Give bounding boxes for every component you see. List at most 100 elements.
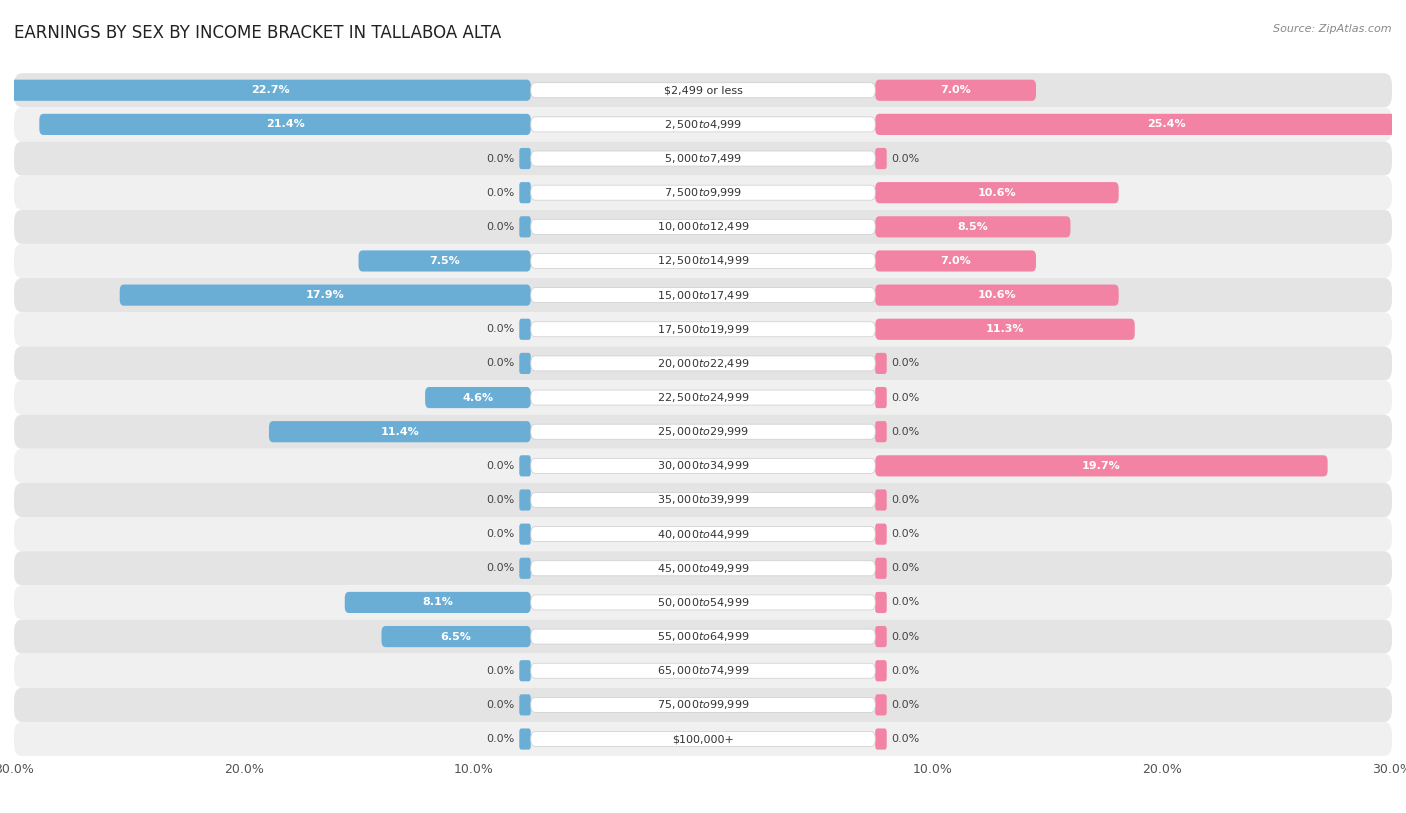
Text: $100,000+: $100,000+	[672, 734, 734, 744]
Legend: Male, Female: Male, Female	[630, 809, 776, 813]
FancyBboxPatch shape	[14, 73, 1392, 107]
FancyBboxPatch shape	[875, 250, 1036, 272]
Text: 0.0%: 0.0%	[891, 529, 920, 539]
FancyBboxPatch shape	[875, 728, 887, 750]
FancyBboxPatch shape	[10, 80, 531, 101]
FancyBboxPatch shape	[875, 626, 887, 647]
Text: 0.0%: 0.0%	[891, 666, 920, 676]
FancyBboxPatch shape	[519, 660, 531, 681]
Text: $55,000 to $64,999: $55,000 to $64,999	[657, 630, 749, 643]
Text: Source: ZipAtlas.com: Source: ZipAtlas.com	[1274, 24, 1392, 34]
Text: 0.0%: 0.0%	[486, 461, 515, 471]
FancyBboxPatch shape	[875, 489, 887, 511]
FancyBboxPatch shape	[531, 288, 875, 302]
FancyBboxPatch shape	[531, 83, 875, 98]
FancyBboxPatch shape	[344, 592, 531, 613]
Text: $50,000 to $54,999: $50,000 to $54,999	[657, 596, 749, 609]
FancyBboxPatch shape	[875, 455, 1327, 476]
FancyBboxPatch shape	[531, 390, 875, 405]
FancyBboxPatch shape	[531, 629, 875, 644]
Text: 0.0%: 0.0%	[891, 427, 920, 437]
Text: EARNINGS BY SEX BY INCOME BRACKET IN TALLABOA ALTA: EARNINGS BY SEX BY INCOME BRACKET IN TAL…	[14, 24, 502, 42]
FancyBboxPatch shape	[519, 524, 531, 545]
FancyBboxPatch shape	[531, 185, 875, 200]
Text: 0.0%: 0.0%	[486, 495, 515, 505]
Text: $40,000 to $44,999: $40,000 to $44,999	[657, 528, 749, 541]
Text: $65,000 to $74,999: $65,000 to $74,999	[657, 664, 749, 677]
FancyBboxPatch shape	[875, 592, 887, 613]
FancyBboxPatch shape	[531, 459, 875, 473]
FancyBboxPatch shape	[519, 182, 531, 203]
FancyBboxPatch shape	[531, 527, 875, 541]
FancyBboxPatch shape	[875, 353, 887, 374]
FancyBboxPatch shape	[425, 387, 531, 408]
FancyBboxPatch shape	[531, 254, 875, 268]
Text: 10.6%: 10.6%	[977, 188, 1017, 198]
FancyBboxPatch shape	[14, 346, 1392, 380]
Text: 11.4%: 11.4%	[381, 427, 419, 437]
FancyBboxPatch shape	[269, 421, 531, 442]
Text: 0.0%: 0.0%	[891, 359, 920, 368]
FancyBboxPatch shape	[519, 489, 531, 511]
FancyBboxPatch shape	[531, 732, 875, 746]
Text: 4.6%: 4.6%	[463, 393, 494, 402]
Text: $30,000 to $34,999: $30,000 to $34,999	[657, 459, 749, 472]
Text: 25.4%: 25.4%	[1147, 120, 1187, 129]
Text: $17,500 to $19,999: $17,500 to $19,999	[657, 323, 749, 336]
Text: 10.6%: 10.6%	[977, 290, 1017, 300]
FancyBboxPatch shape	[875, 285, 1119, 306]
FancyBboxPatch shape	[14, 722, 1392, 756]
Text: 0.0%: 0.0%	[891, 563, 920, 573]
Text: 6.5%: 6.5%	[440, 632, 471, 641]
FancyBboxPatch shape	[875, 182, 1119, 203]
FancyBboxPatch shape	[875, 319, 1135, 340]
FancyBboxPatch shape	[875, 148, 887, 169]
FancyBboxPatch shape	[875, 387, 887, 408]
Text: $35,000 to $39,999: $35,000 to $39,999	[657, 493, 749, 506]
FancyBboxPatch shape	[875, 114, 1406, 135]
FancyBboxPatch shape	[531, 356, 875, 371]
FancyBboxPatch shape	[14, 620, 1392, 654]
Text: $5,000 to $7,499: $5,000 to $7,499	[664, 152, 742, 165]
Text: 21.4%: 21.4%	[266, 120, 305, 129]
FancyBboxPatch shape	[531, 322, 875, 337]
Text: $45,000 to $49,999: $45,000 to $49,999	[657, 562, 749, 575]
FancyBboxPatch shape	[14, 449, 1392, 483]
FancyBboxPatch shape	[14, 278, 1392, 312]
FancyBboxPatch shape	[14, 107, 1392, 141]
FancyBboxPatch shape	[14, 551, 1392, 585]
FancyBboxPatch shape	[519, 319, 531, 340]
FancyBboxPatch shape	[14, 415, 1392, 449]
FancyBboxPatch shape	[14, 517, 1392, 551]
FancyBboxPatch shape	[39, 114, 531, 135]
FancyBboxPatch shape	[14, 312, 1392, 346]
Text: 0.0%: 0.0%	[891, 598, 920, 607]
Text: 7.0%: 7.0%	[941, 256, 972, 266]
Text: $20,000 to $22,499: $20,000 to $22,499	[657, 357, 749, 370]
FancyBboxPatch shape	[531, 117, 875, 132]
Text: 0.0%: 0.0%	[891, 632, 920, 641]
FancyBboxPatch shape	[14, 210, 1392, 244]
Text: 0.0%: 0.0%	[486, 734, 515, 744]
Text: $10,000 to $12,499: $10,000 to $12,499	[657, 220, 749, 233]
Text: 8.5%: 8.5%	[957, 222, 988, 232]
FancyBboxPatch shape	[14, 176, 1392, 210]
Text: $25,000 to $29,999: $25,000 to $29,999	[657, 425, 749, 438]
FancyBboxPatch shape	[531, 663, 875, 678]
Text: 8.1%: 8.1%	[422, 598, 453, 607]
FancyBboxPatch shape	[875, 80, 1036, 101]
FancyBboxPatch shape	[875, 660, 887, 681]
Text: 7.0%: 7.0%	[941, 85, 972, 95]
Text: $15,000 to $17,499: $15,000 to $17,499	[657, 289, 749, 302]
FancyBboxPatch shape	[519, 353, 531, 374]
FancyBboxPatch shape	[14, 141, 1392, 176]
Text: 0.0%: 0.0%	[891, 393, 920, 402]
FancyBboxPatch shape	[381, 626, 531, 647]
Text: 0.0%: 0.0%	[891, 495, 920, 505]
Text: 11.3%: 11.3%	[986, 324, 1024, 334]
FancyBboxPatch shape	[875, 421, 887, 442]
FancyBboxPatch shape	[519, 694, 531, 715]
FancyBboxPatch shape	[14, 380, 1392, 415]
Text: 19.7%: 19.7%	[1083, 461, 1121, 471]
FancyBboxPatch shape	[14, 688, 1392, 722]
